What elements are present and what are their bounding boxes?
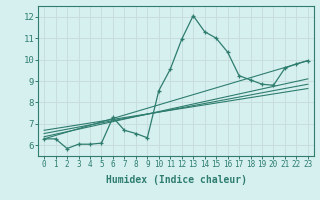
X-axis label: Humidex (Indice chaleur): Humidex (Indice chaleur) — [106, 175, 246, 185]
